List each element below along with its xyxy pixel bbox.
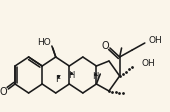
Text: O: O xyxy=(101,41,109,51)
Text: H: H xyxy=(68,70,74,80)
Text: OH: OH xyxy=(149,36,162,44)
Text: F: F xyxy=(55,74,60,84)
Text: OH: OH xyxy=(142,58,156,68)
Text: O: O xyxy=(0,87,7,97)
Text: HO: HO xyxy=(37,38,51,46)
Text: H: H xyxy=(92,71,99,81)
